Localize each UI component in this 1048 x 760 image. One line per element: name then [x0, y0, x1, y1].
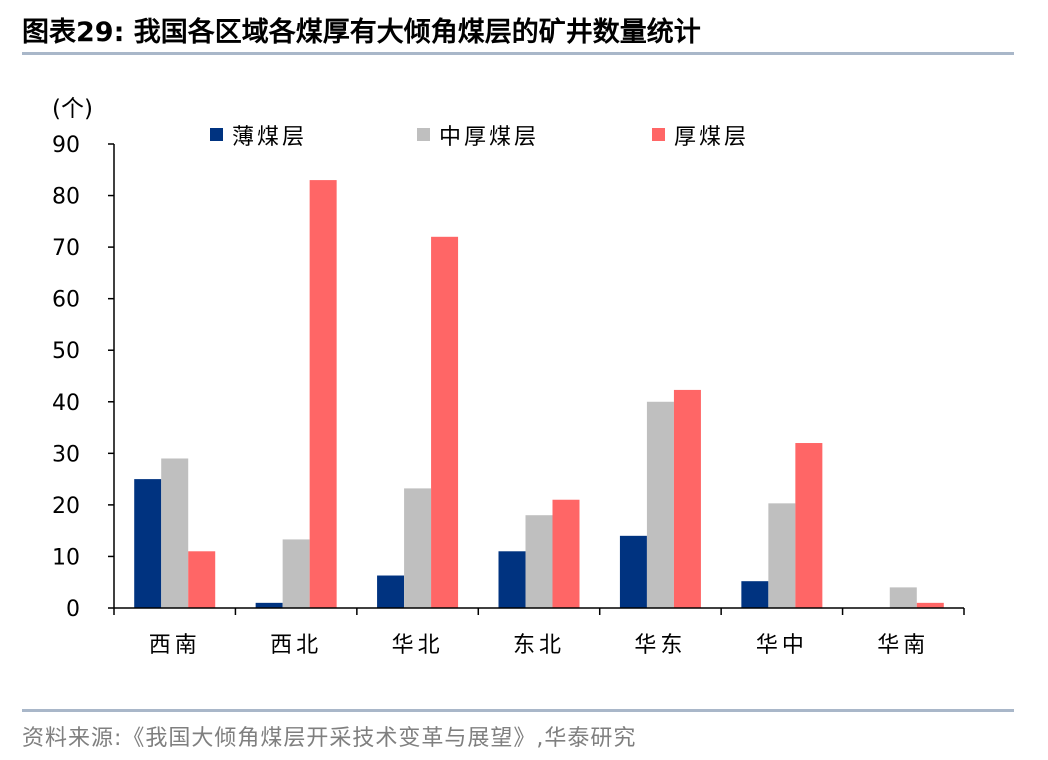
y-tick-label: 70	[52, 236, 80, 261]
x-tick-label: 西南	[149, 633, 201, 658]
legend-swatch	[210, 128, 223, 141]
x-tick-label: 东北	[513, 633, 565, 658]
legend-label: 中厚煤层	[439, 125, 539, 150]
bars	[134, 180, 944, 609]
y-tick-label: 40	[52, 391, 80, 416]
bar	[404, 488, 432, 608]
legend-label: 厚煤层	[674, 125, 749, 150]
x-tick-label: 华东	[634, 633, 686, 658]
y-tick-label: 60	[52, 288, 80, 313]
bar	[431, 236, 459, 609]
bar	[309, 180, 337, 609]
x-tick-label: 华中	[756, 633, 808, 658]
bar	[619, 535, 647, 608]
y-tick-label: 30	[52, 442, 80, 467]
y-tick-label: 10	[52, 545, 80, 570]
x-tick-label: 西北	[270, 633, 322, 658]
bar	[134, 479, 162, 608]
bar	[377, 575, 405, 608]
bar	[741, 581, 769, 608]
bar	[188, 551, 216, 608]
legend-swatch	[652, 128, 665, 141]
bar	[646, 401, 674, 608]
x-tick-label: 华北	[392, 633, 444, 658]
y-tick-label: 0	[66, 597, 80, 622]
bar	[795, 443, 823, 608]
y-tick-label: 80	[52, 185, 80, 210]
bar	[889, 587, 917, 608]
page-title: 图表29: 我国各区域各煤厚有大倾角煤层的矿井数量统计	[22, 17, 701, 48]
y-tick-label: 20	[52, 494, 80, 519]
title-divider	[22, 52, 1014, 55]
bar	[255, 602, 283, 608]
y-axis: 0 10 20 30 40 50 60 70 80 90	[52, 133, 115, 622]
bar	[673, 389, 701, 608]
y-unit-label: (个)	[52, 96, 93, 122]
bar	[161, 458, 189, 608]
bar	[525, 515, 553, 608]
x-tick-label: 华南	[877, 633, 929, 658]
source-note: 资料来源:《我国大倾角煤层开采技术变革与展望》,华泰研究	[22, 726, 637, 751]
legend-swatch	[417, 128, 430, 141]
bar	[552, 499, 580, 608]
bar	[498, 551, 526, 608]
source-divider	[22, 709, 1014, 712]
bar	[768, 503, 796, 608]
x-axis: 西南 西北 华北 东北 华东 华中 华南	[113, 607, 965, 658]
y-tick-label: 90	[52, 133, 80, 158]
legend: 薄煤层 中厚煤层 厚煤层	[210, 125, 749, 150]
y-tick-label: 50	[52, 339, 80, 364]
bar	[916, 602, 944, 608]
bar	[282, 539, 310, 608]
legend-label: 薄煤层	[232, 125, 307, 150]
